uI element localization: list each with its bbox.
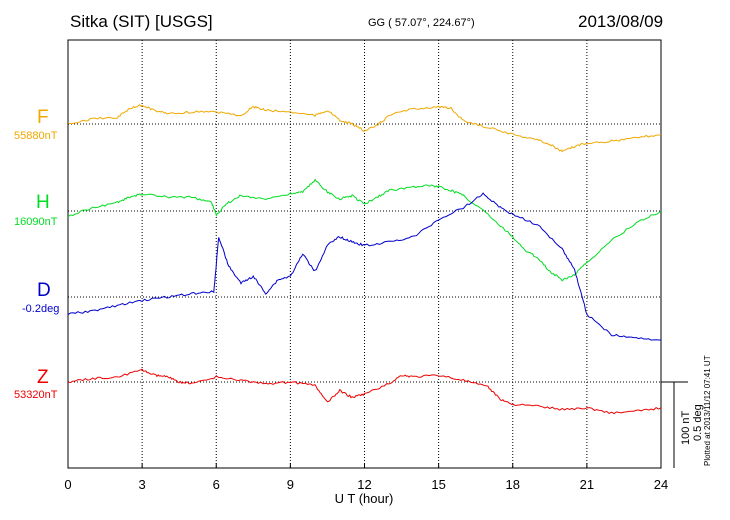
station-coordinates: GG ( 57.07°, 224.67°): [368, 17, 475, 29]
station-title: Sitka (SIT) [USGS]: [70, 12, 213, 31]
scale-label-nt: 100 nT: [680, 410, 692, 445]
x-axis-label: U T (hour): [335, 491, 394, 506]
x-tick-label-0: 0: [64, 477, 71, 492]
series-line-h: [67, 178, 662, 282]
grid-layer: [141, 40, 588, 468]
x-tick-label-21: 21: [580, 477, 594, 492]
x-tick-label-6: 6: [213, 477, 220, 492]
series-baseline-h: 16090nT: [14, 216, 58, 228]
observation-date: 2013/08/09: [578, 12, 664, 31]
x-axis-ticks: 0 3 6 9 12 15 18 21 24: [64, 463, 668, 492]
x-tick-label-24: 24: [654, 477, 668, 492]
series-layer: [67, 104, 662, 415]
plotted-timestamp: Plotted at 2013/11/12 07:41 UT: [703, 355, 712, 466]
series-line-d: [67, 192, 661, 341]
x-tick-label-3: 3: [139, 477, 146, 492]
series-label-f: F: [37, 107, 49, 128]
series-line-f: [67, 104, 662, 153]
series-line-z: [67, 368, 662, 415]
series-label-h: H: [36, 192, 50, 213]
x-tick-label-18: 18: [506, 477, 520, 492]
x-tick-label-12: 12: [357, 477, 371, 492]
series-label-z: Z: [37, 367, 49, 388]
scale-bar: [661, 381, 688, 468]
x-tick-label-9: 9: [287, 477, 294, 492]
series-baseline-f: 55880nT: [14, 130, 58, 142]
series-baseline-d: -0.2deg: [22, 303, 60, 315]
series-label-d: D: [37, 280, 51, 301]
x-tick-label-15: 15: [431, 477, 445, 492]
series-baseline-z: 53320nT: [14, 389, 58, 401]
